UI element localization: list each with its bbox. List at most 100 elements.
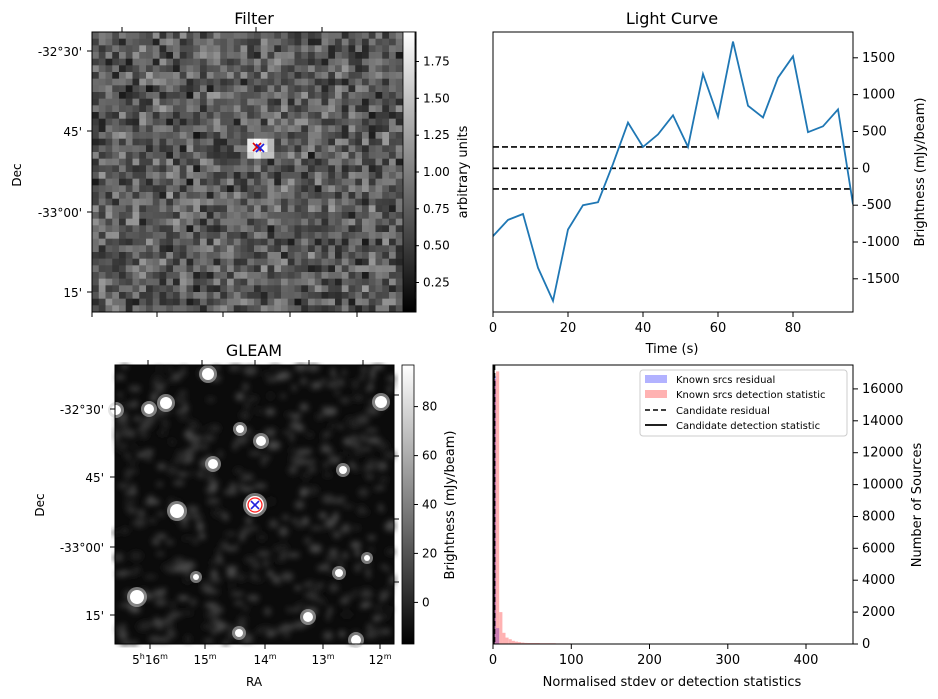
gleam-red-circle-marker [247, 497, 263, 513]
radio-source [193, 574, 199, 580]
residual-bar [496, 628, 500, 644]
radio-source [364, 555, 370, 561]
legend-swatch-detection [645, 390, 667, 398]
gleam-ylabel: Dec [33, 493, 47, 516]
x-tick-label: 200 [637, 653, 662, 668]
filter-top-ticks [121, 27, 323, 32]
histogram-frame [492, 364, 854, 645]
gleam-right-ticks [394, 394, 399, 583]
light-curve-panel: Light Curve 0 20 40 60 80 -1500 -1000 -500 0 500… [489, 9, 928, 357]
histogram-ylabel: Number of Sources [910, 443, 925, 568]
legend-box [639, 369, 848, 437]
x-tick-label: 300 [715, 653, 740, 668]
filter-red-marker [252, 142, 262, 152]
detection-bar [518, 642, 522, 644]
y-tick-label: -1500 [862, 272, 900, 287]
detection-bar [496, 371, 500, 644]
legend-label-detection: Known srcs detection statistic [676, 390, 825, 401]
filter-title: Filter [234, 9, 274, 28]
radio-source [339, 466, 347, 474]
y-tick-label: 1500 [862, 51, 895, 66]
y-tick-label: 10000 [862, 478, 903, 493]
radio-source [111, 405, 121, 415]
y-tick-label: 4000 [862, 573, 895, 588]
x-tick-label: 60 [710, 321, 727, 336]
y-tick-label: 12000 [862, 446, 903, 461]
filter-panel: Filter -32°30' 45' -33°00' 15' Dec 0.250… [10, 9, 471, 317]
radio-source [236, 425, 244, 433]
light-curve-line [493, 41, 853, 304]
y-tick-label: 500 [862, 125, 887, 140]
histogram-panel: 0 100 200 300 400 0 2000 4000 6000 8000 10000 1200… [489, 364, 925, 690]
histogram-xlabel: Normalised stdev or detection statistics [543, 675, 802, 690]
filter-blue-marker [255, 143, 265, 153]
detection-bar [499, 612, 503, 644]
y-tick-label: 8000 [862, 510, 895, 525]
gleam-left-ticks [110, 408, 115, 616]
light-curve-x-ticks: 0 20 40 60 80 [489, 312, 801, 336]
gleam-ytick-3: -33°00' [60, 541, 104, 555]
gleam-xtick-4: 13m [311, 652, 334, 667]
gleam-image [108, 362, 399, 648]
gleam-colorbar-label: Brightness (mJy/beam) [443, 431, 458, 580]
filter-y-ticks [87, 50, 92, 293]
x-tick-label: 400 [794, 653, 819, 668]
detection-bar [511, 640, 515, 644]
radio-source [144, 404, 154, 414]
light-curve-xlabel: Time (s) [645, 342, 699, 357]
radio-source [130, 590, 144, 604]
light-curve-y-ticks: -1500 -1000 -500 0 500 1000 1500 [853, 51, 900, 287]
legend-swatch-residual [645, 375, 667, 383]
legend-label-candidate-detection: Candidate detection statistic [676, 421, 820, 432]
radio-source [208, 459, 218, 469]
gleam-colorbar-ticks: 0 20 40 60 80 [414, 400, 437, 609]
filter-colorbar-label: arbitrary units [456, 125, 471, 218]
gleam-ytick-4: 15' [85, 609, 104, 623]
x-tick-label: 0 [489, 653, 497, 668]
radio-source [335, 569, 343, 577]
gleam-panel: GLEAM -32°30' 45' -33°00' 15' 5h16m 15m … [33, 341, 458, 689]
gleam-xtick-2: 15m [193, 652, 216, 667]
x-tick-label: 40 [635, 321, 652, 336]
filter-ytick-4: 15' [63, 286, 82, 300]
legend-label-candidate-residual: Candidate residual [676, 406, 770, 417]
filter-colorbar-ticks: 0.25 0.50 0.75 1.00 1.25 1.50 1.75 [415, 55, 450, 290]
histogram-legend: Known srcs residual Known srcs detection… [639, 369, 848, 437]
gleam-colorbar-tick-label: 0 [422, 595, 430, 609]
histogram-y-ticks: 0 2000 4000 6000 8000 10000 12000 14000 16000 [853, 382, 903, 652]
gleam-colorbar-tick-label: 60 [422, 449, 437, 463]
x-tick-label: 100 [559, 653, 584, 668]
legend-label-residual: Known srcs residual [676, 375, 775, 386]
gleam-bottom-ticks [149, 644, 381, 649]
gleam-top-ticks [147, 360, 364, 365]
filter-ytick-2: 45' [63, 125, 82, 139]
x-tick-label: 20 [560, 321, 577, 336]
gleam-title: GLEAM [226, 341, 282, 360]
filter-colorbar-tick-label: 0.75 [423, 202, 450, 216]
radio-source [235, 629, 243, 637]
x-tick-label: 80 [785, 321, 802, 336]
radio-source [303, 612, 313, 622]
filter-colorbar-tick-label: 1.75 [423, 55, 450, 69]
y-tick-label: 1000 [862, 88, 895, 103]
y-tick-label: 0 [862, 637, 870, 652]
filter-colorbar-tick-label: 1.25 [423, 128, 450, 142]
detection-bar [502, 632, 506, 644]
filter-colorbar-tick-label: 1.00 [423, 165, 450, 179]
gleam-xtick-1: 5h16m [132, 652, 168, 667]
filter-colorbar-tick-label: 0.25 [423, 276, 450, 290]
radio-source [351, 635, 361, 645]
histogram-candidate-lines [493, 365, 496, 644]
y-tick-label: 6000 [862, 541, 895, 556]
filter-colorbar-tick-label: 1.50 [423, 91, 450, 105]
gleam-xtick-5: 12m [368, 652, 391, 667]
light-curve-frame [492, 31, 854, 313]
radio-source [170, 504, 184, 518]
detection-bar [514, 641, 518, 644]
histogram-x-ticks: 0 100 200 300 400 [489, 644, 819, 668]
gleam-colorbar [401, 364, 415, 645]
gleam-ytick-1: -32°30' [60, 403, 104, 417]
filter-ytick-3: -33°00' [38, 206, 82, 220]
detection-bar [524, 642, 528, 644]
